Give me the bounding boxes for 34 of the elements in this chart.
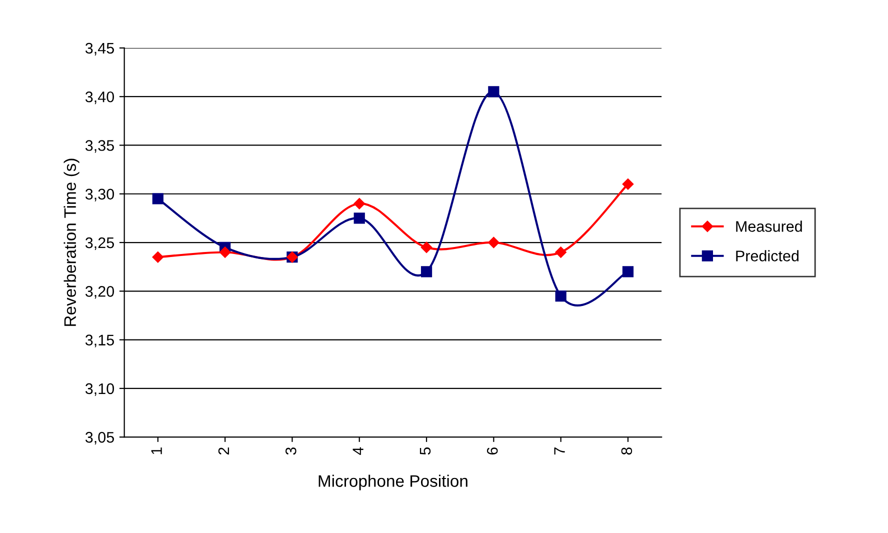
y-tick-label: 3,10 xyxy=(85,383,114,396)
y-tick-label: 3,40 xyxy=(85,91,114,104)
point xyxy=(488,236,500,248)
point xyxy=(152,252,164,263)
y-tick-label: 3,05 xyxy=(85,432,114,445)
legend-label: Predicted xyxy=(736,250,798,262)
y-tick-label: 3,30 xyxy=(85,188,114,202)
x-tick-label: 1 xyxy=(151,448,162,454)
x-tick-label: 5 xyxy=(420,447,431,455)
x-tick-label: 7 xyxy=(554,448,565,454)
x-tick-label: 4 xyxy=(352,447,364,455)
x-axis-title: Microphone Position xyxy=(318,474,468,490)
y-tick-label: 3,45 xyxy=(85,42,114,56)
legend-label: Measured xyxy=(736,220,802,232)
y-tick-label: 3,20 xyxy=(85,286,114,299)
point xyxy=(622,178,634,190)
point xyxy=(354,198,365,210)
point xyxy=(488,86,500,98)
point xyxy=(219,246,231,258)
point xyxy=(354,212,365,224)
y-axis-title: Reverberation Time (s) xyxy=(64,158,80,326)
point xyxy=(152,193,164,204)
y-tick-label: 3,35 xyxy=(85,140,114,153)
x-tick-label: 3 xyxy=(285,447,296,455)
x-tick-label: 2 xyxy=(218,448,230,455)
point xyxy=(555,290,566,302)
point xyxy=(420,266,432,278)
y-tick-label: 3,25 xyxy=(85,237,114,250)
x-tick-label: 8 xyxy=(621,447,632,455)
point xyxy=(555,246,566,258)
x-tick-label: 6 xyxy=(486,447,498,454)
y-tick-label: 3,15 xyxy=(85,334,114,348)
point xyxy=(420,242,432,253)
point xyxy=(622,266,634,278)
